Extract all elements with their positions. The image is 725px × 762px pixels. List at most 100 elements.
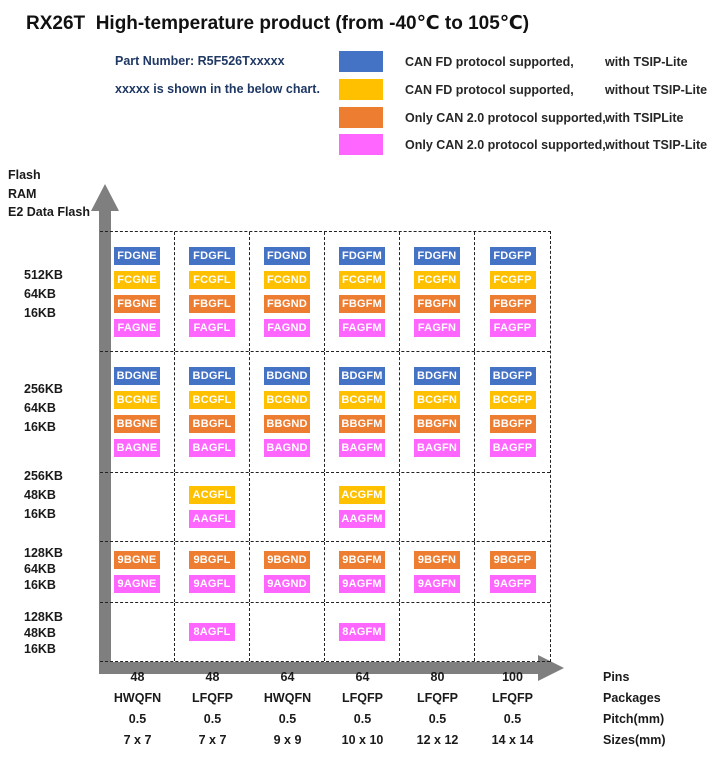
grid-cell xyxy=(250,603,325,661)
part-chip: FDGFP xyxy=(489,246,536,265)
memory-label: 256KB xyxy=(24,382,63,396)
part-chip: FCGFL xyxy=(189,270,235,289)
grid-cell: 9BGFM 9AGFM xyxy=(325,542,400,602)
y-axis-arrow-head-icon xyxy=(91,184,119,211)
x-axis-value: LFQFP xyxy=(192,691,233,705)
part-chip: FBGND xyxy=(264,294,310,313)
part-chip: AAGFM xyxy=(339,510,385,528)
page-title: RX26T High-temperature product (from -40… xyxy=(26,13,530,34)
part-chip: BCGNE xyxy=(114,391,160,409)
memory-label: 512KB xyxy=(24,268,63,282)
x-axis-table: 48 48 64 64 80 100 Pins HWQFN LFQFP HWQFN LFQFP LFQ… xyxy=(100,670,725,754)
memory-label: 16KB xyxy=(24,306,56,320)
part-chip: BCGFP xyxy=(489,391,536,409)
x-axis-value: LFQFP xyxy=(342,691,383,705)
x-axis-arrow-head-icon xyxy=(538,655,564,681)
part-chip: FBGFP xyxy=(489,294,536,313)
legend-swatch-orange xyxy=(339,107,383,128)
part-chip: BAGFP xyxy=(489,439,536,457)
part-number-text: Part Number: R5F526Txxxxx xyxy=(115,54,285,68)
x-axis-value: 64 xyxy=(355,670,370,684)
grid-cell xyxy=(100,603,175,661)
memory-label-group: 128KB 48KB 16KB xyxy=(24,609,63,657)
memory-label: 16KB xyxy=(24,642,56,656)
memory-label: 16KB xyxy=(24,420,56,434)
legend-label-protocol: CAN FD protocol supported, xyxy=(405,82,574,97)
x-axis-value: LFQFP xyxy=(417,691,458,705)
grid-cell: 9BGNE 9AGNE xyxy=(100,542,175,602)
legend-swatch-yellow xyxy=(339,79,383,100)
part-chip: FBGNE xyxy=(114,294,160,313)
grid-cell: FDGFM FCGFM FBGFM FAGFM xyxy=(325,232,400,351)
x-axis-row: HWQFN LFQFP HWQFN LFQFP LFQFP LFQFP Packages xyxy=(100,691,725,712)
part-chip: FDGFL xyxy=(189,246,235,265)
grid-row-group: FDGNE FCGNE FBGNE FAGNE FDGFL FCGFL FBGFL FAGFL… xyxy=(100,232,550,352)
memory-label: 256KB xyxy=(24,469,63,483)
part-chip: BBGNE xyxy=(114,415,160,433)
part-chip: ACGFL xyxy=(189,486,235,504)
grid-cell: FDGND FCGND FBGND FAGND xyxy=(250,232,325,351)
memory-label-group: 256KB 48KB 16KB xyxy=(24,467,63,524)
grid-cell xyxy=(475,473,550,541)
grid-cell: 8AGFM xyxy=(325,603,400,661)
legend-item: CAN FD protocol supported, without TSIP-L… xyxy=(339,79,707,100)
part-chip: BDGFP xyxy=(489,367,536,385)
grid-row-group: BDGNE BCGNE BBGNE BAGNE BDGFL BCGFL BBGFL BAGFL… xyxy=(100,352,550,473)
part-chip: FDGNE xyxy=(114,246,160,265)
part-chip: 9BGFL xyxy=(189,551,235,569)
x-axis-value: 0.5 xyxy=(353,712,372,726)
x-axis-value: 0.5 xyxy=(428,712,447,726)
x-axis-row-label: Packages xyxy=(603,691,661,705)
part-chip: FAGFN xyxy=(414,318,460,337)
x-axis-row-label: Sizes(mm) xyxy=(603,733,666,747)
grid-cell: ACGFL AAGFL xyxy=(175,473,250,541)
grid-cell: BDGND BCGND BBGND BAGND xyxy=(250,352,325,472)
x-axis-value: 0.5 xyxy=(203,712,222,726)
legend-label: CAN FD protocol supported, with TSIP-Lite xyxy=(405,55,688,69)
part-chip: BDGFL xyxy=(189,367,235,385)
part-chip: FCGNE xyxy=(114,270,160,289)
part-number-note: xxxxx is shown in the below chart. xyxy=(115,82,320,96)
x-axis-value: 64 xyxy=(280,670,295,684)
part-chip: BDGNE xyxy=(114,367,160,385)
grid-cell: BDGFL BCGFL BBGFL BAGFL xyxy=(175,352,250,472)
x-axis-row: 0.5 0.5 0.5 0.5 0.5 0.5 Pitch(mm) xyxy=(100,712,725,733)
part-chip: BBGFM xyxy=(339,415,385,433)
part-chip: 9BGFN xyxy=(414,551,460,569)
part-chip: 8AGFL xyxy=(189,623,235,641)
part-chip: FAGFP xyxy=(489,318,536,337)
grid-row-group: 9BGNE 9AGNE 9BGFL 9AGFL 9BGND 9AGND 9BGFM 9AGFM… xyxy=(100,542,550,603)
x-axis-value: 80 xyxy=(430,670,445,684)
memory-label: 128KB xyxy=(24,610,63,624)
legend-label-tsip: without TSIP-Lite xyxy=(605,82,708,97)
legend-label-tsip: with TSIPLite xyxy=(605,110,684,125)
x-axis-row-label: Pins xyxy=(603,670,630,684)
part-chip: BCGFN xyxy=(414,391,460,409)
grid-cell: FDGFN FCGFN FBGFN FAGFN xyxy=(400,232,475,351)
part-chip: 9AGND xyxy=(264,575,310,593)
part-chip: 9BGFM xyxy=(339,551,385,569)
legend-label-protocol: CAN FD protocol supported, xyxy=(405,54,574,69)
x-axis-arrow-shaft xyxy=(99,662,539,674)
part-chip: 9AGFP xyxy=(489,575,536,593)
legend-item: Only CAN 2.0 protocol supported, with TSI… xyxy=(339,107,683,128)
legend-label: CAN FD protocol supported, without TSIP-L… xyxy=(405,83,707,97)
part-chip: BBGFL xyxy=(189,415,235,433)
grid-cell xyxy=(100,473,175,541)
memory-label-group: 512KB 64KB 16KB xyxy=(24,266,63,323)
product-grid: FDGNE FCGNE FBGNE FAGNE FDGFL FCGFL FBGFL FAGFL… xyxy=(100,231,551,662)
memory-label-group: 128KB 64KB 16KB xyxy=(24,545,63,593)
x-axis-value: 9 x 9 xyxy=(273,733,302,747)
part-chip: BBGND xyxy=(264,415,310,433)
grid-row-group: 8AGFL 8AGFM xyxy=(100,603,550,662)
legend-swatch-magenta xyxy=(339,134,383,155)
legend-label-protocol: Only CAN 2.0 protocol supported, xyxy=(405,137,606,152)
part-chip: ACGFM xyxy=(339,486,385,504)
part-chip: FBGFL xyxy=(189,294,235,313)
grid-cell xyxy=(400,603,475,661)
y-axis-header-line: Flash xyxy=(8,168,41,182)
y-axis-header: Flash RAM E2 Data Flash xyxy=(8,166,90,222)
grid-cell: 9BGFL 9AGFL xyxy=(175,542,250,602)
part-chip: FDGND xyxy=(264,246,310,265)
